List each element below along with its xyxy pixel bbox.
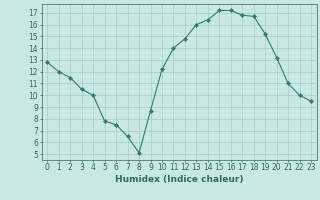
X-axis label: Humidex (Indice chaleur): Humidex (Indice chaleur) [115,175,244,184]
